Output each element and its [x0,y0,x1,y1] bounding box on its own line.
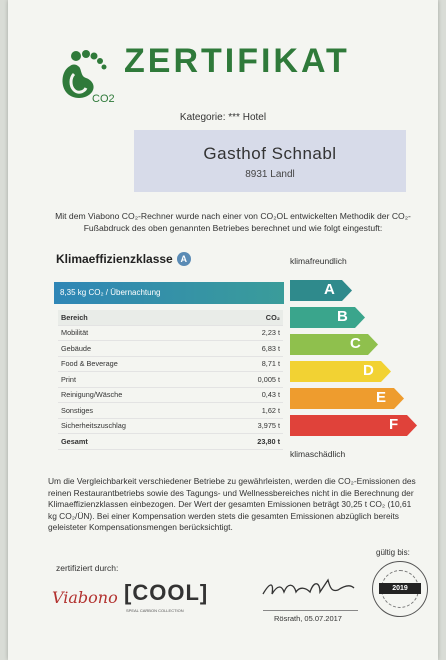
table-row: Print 0,005 t [58,371,283,388]
scale-letter: F [389,416,399,433]
certificate-header: CO2 ZERTIFIKAT [44,36,424,104]
table-row: Gebäude 6,83 t [58,340,283,357]
scale-letter: D [363,362,374,379]
row-value: 0,005 t [218,371,283,388]
efficiency-label: Klimaeffizienzklasse [56,252,173,266]
validity-seal: 2019 [372,561,428,617]
signature-line [263,610,358,611]
row-area: Sicherheitszuschlag [58,418,219,434]
business-location: 8931 Landl [245,169,295,180]
outro-text: Um die Vergleichbarkeit verschiedener Be… [48,476,416,532]
scale-arrow-shape [290,415,417,436]
scale-letter: A [324,281,335,298]
column-header-area: Bereich [58,310,219,326]
table-row: Sonstiges 1,62 t [58,402,283,419]
efficiency-heading: Klimaeffizienzklasse A [56,252,191,266]
table-header-row: Bereich CO₂ [58,310,283,326]
row-value: 6,83 t [218,340,283,357]
page-title: ZERTIFIKAT [124,42,350,80]
cool-logo-subtitle: SPEAL CARBON COLLECTION [126,608,184,613]
scale-letter: E [376,389,387,406]
table-row: Food & Beverage 8,71 t [58,356,283,372]
certified-by-label: zertifiziert durch: [56,563,119,573]
row-area: Gebäude [58,340,219,357]
scale-arrow-shape [290,280,352,301]
table-row: Reinigung/Wäsche 0,43 t [58,387,283,403]
per-night-bar: 8,35 kg CO₂ / Übernachtung [54,282,284,304]
row-area: Food & Beverage [58,356,219,372]
scale-arrow-c: C [290,334,378,355]
scale-arrow-a: A [290,280,352,301]
row-area: Mobilität [58,325,219,341]
business-panel: Gasthof Schnabl 8931 Landl [134,130,406,192]
table-row: Mobilität 2,23 t [58,325,283,341]
row-area: Sonstiges [58,402,219,419]
row-area: Print [58,371,219,388]
row-value: 0,43 t [218,387,283,403]
friendly-label: klimafreundlich [290,256,347,266]
table-total-row: Gesamt 23,80 t [58,433,283,450]
business-name: Gasthof Schnabl [203,144,337,163]
seal-year: 2019 [379,583,421,594]
scale-arrow-shape [290,307,365,328]
co2-logo-text: CO2 [92,93,115,104]
scale-letter: B [337,308,348,325]
row-value: 2,23 t [218,325,283,341]
scale-arrow-e: E [290,388,404,409]
table-row: Sicherheitszuschlag 3,975 t [58,418,283,434]
cool-logo: [COOL] [124,580,209,605]
viabono-logo: Viabono [52,588,118,607]
signature [262,578,355,595]
scale-arrow-shape [290,334,378,355]
place-date: Rösrath, 05.07.2017 [274,614,342,623]
row-value: 1,62 t [218,402,283,419]
row-value: 3,975 t [218,418,283,434]
column-header-co2: CO₂ [218,310,283,326]
emissions-table: Bereich CO₂ Mobilität 2,23 t Gebäude 6,83 … [58,310,283,450]
certificate-sheet: CO2 ZERTIFIKAT Kategorie: *** Hotel Gast… [8,0,438,660]
scale-arrow-d: D [290,361,391,382]
intro-text: Mit dem Viabono CO₂-Rechner wurde nach e… [55,211,411,233]
scale-letter: C [350,335,361,352]
valid-until-label: gültig bis: [376,548,410,557]
co2-footprint-logo: CO2 [62,50,115,104]
harmful-label: klimaschädlich [290,449,346,459]
row-value: 8,71 t [218,356,283,372]
scale-arrow-shape [290,388,404,409]
efficiency-class-badge: A [176,252,191,266]
row-area: Reinigung/Wäsche [58,387,219,403]
scale-arrow-shape [290,361,391,382]
category-label: Kategorie: *** Hotel [179,112,267,123]
scale-arrow-f: F [290,415,417,436]
scale-arrow-b: B [290,307,365,328]
total-area: Gesamt [58,433,219,450]
total-value: 23,80 t [218,433,283,450]
